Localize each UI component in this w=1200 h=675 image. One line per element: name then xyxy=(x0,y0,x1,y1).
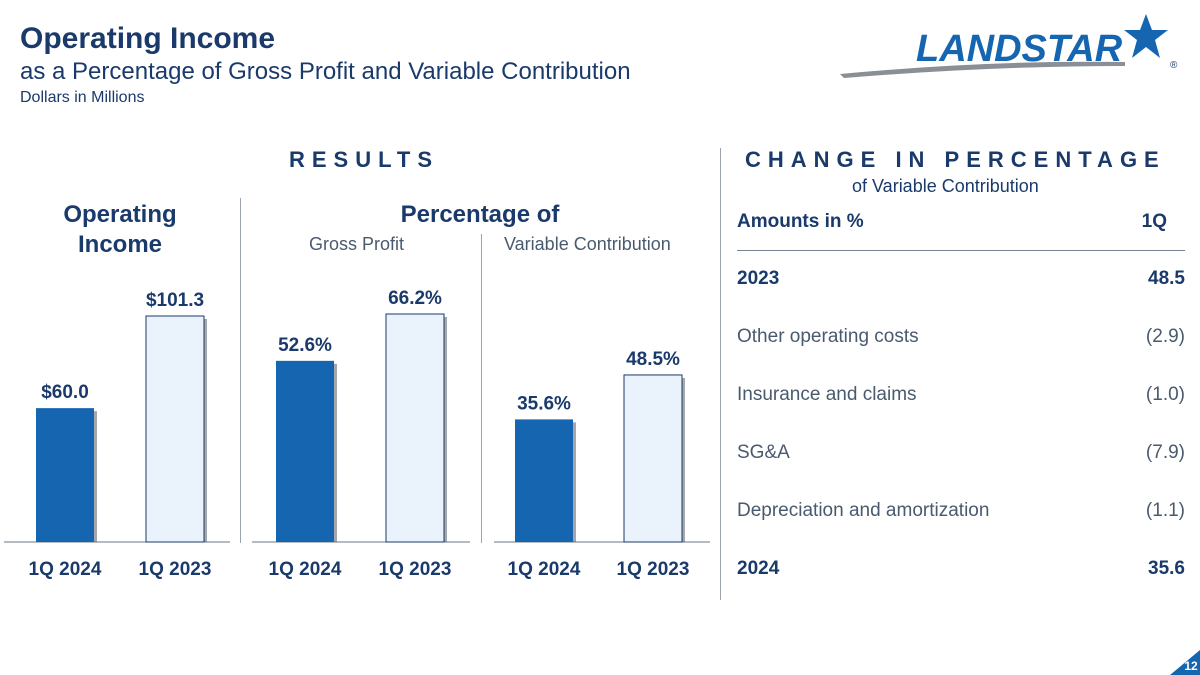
table-row-value: (2.9) xyxy=(1145,326,1185,347)
bar-value-label: 66.2% xyxy=(388,288,442,309)
op-income-heading: Operating Income xyxy=(0,200,240,260)
page-number: 12 xyxy=(1184,659,1198,673)
change-title: CHANGE IN PERCENTAGE xyxy=(745,147,1166,172)
bar-value-label: $101.3 xyxy=(146,290,204,311)
results-charts: $60.0 1Q 2024 $101.3 1Q 2023 52.6% 1Q 2024 66.… xyxy=(4,288,710,580)
table-row-label: Insurance and claims xyxy=(737,384,917,405)
table-row-value: 35.6 xyxy=(1148,558,1185,579)
pct-heading: Percentage of xyxy=(400,201,560,228)
bar-value-label: $60.0 xyxy=(41,382,89,403)
category-label: 1Q 2024 xyxy=(508,559,581,580)
category-label: 1Q 2023 xyxy=(617,559,690,580)
category-label: 1Q 2023 xyxy=(139,559,212,580)
table-row: Insurance and claims (1.0) xyxy=(737,384,1185,406)
table-header-label: Amounts in % xyxy=(737,211,864,232)
bar-1q-2024 xyxy=(276,360,334,542)
op-income-heading-line1: Operating xyxy=(63,201,177,228)
bar-1q-2024 xyxy=(36,408,94,542)
bar-1q-2024 xyxy=(515,419,573,542)
change-subtitle: of Variable Contribution xyxy=(852,176,1039,196)
table-row-label: 2023 xyxy=(737,268,780,289)
bar-value-label: 48.5% xyxy=(626,349,680,370)
table-header-value: 1Q xyxy=(1141,211,1167,232)
table-row-value: 48.5 xyxy=(1148,268,1185,289)
table-row-label: SG&A xyxy=(737,442,790,463)
table-row: 2024 35.6 xyxy=(737,558,1185,580)
logo-swoosh xyxy=(840,61,1125,78)
variable-contribution-label: Variable Contribution xyxy=(504,234,671,254)
gross-profit-label: Gross Profit xyxy=(309,234,405,254)
category-label: 1Q 2024 xyxy=(269,559,342,580)
table-row-value: (1.0) xyxy=(1145,384,1185,405)
table-row: SG&A (7.9) xyxy=(737,442,1185,464)
page-subtitle: as a Percentage of Gross Profit and Vari… xyxy=(20,58,631,85)
table-row-value: (7.9) xyxy=(1145,442,1185,463)
category-label: 1Q 2023 xyxy=(379,559,452,580)
page-number-badge: 12 xyxy=(1170,650,1200,675)
category-label: 1Q 2024 xyxy=(29,559,102,580)
op-income-heading-line2: Income xyxy=(77,231,163,258)
page-title: Operating Income xyxy=(20,22,276,55)
units-note: Dollars in Millions xyxy=(20,89,145,106)
table-row: Other operating costs (2.9) xyxy=(737,326,1185,348)
panel-divider xyxy=(240,198,241,543)
star-logo-icon xyxy=(1124,14,1168,58)
results-title: RESULTS xyxy=(289,147,440,172)
table-row-label: 2024 xyxy=(737,558,780,579)
logo-wordmark: LANDSTAR xyxy=(916,28,1123,70)
table-header: Amounts in % 1Q xyxy=(737,211,1185,233)
bar-1q-2023 xyxy=(145,315,205,543)
panel-divider xyxy=(481,234,482,543)
table-row-value: (1.1) xyxy=(1145,500,1185,521)
section-divider xyxy=(720,148,721,600)
registered-mark: ® xyxy=(1170,60,1178,71)
table-row: Depreciation and amortization (1.1) xyxy=(737,500,1185,522)
table-row: 2023 48.5 xyxy=(737,268,1185,290)
bar-1q-2023 xyxy=(623,374,683,543)
bar-value-label: 35.6% xyxy=(517,393,571,414)
table-row-label: Other operating costs xyxy=(737,326,919,347)
table-rule xyxy=(737,250,1185,251)
bar-1q-2023 xyxy=(385,313,445,543)
bar-value-label: 52.6% xyxy=(278,335,332,356)
table-row-label: Depreciation and amortization xyxy=(737,500,990,521)
